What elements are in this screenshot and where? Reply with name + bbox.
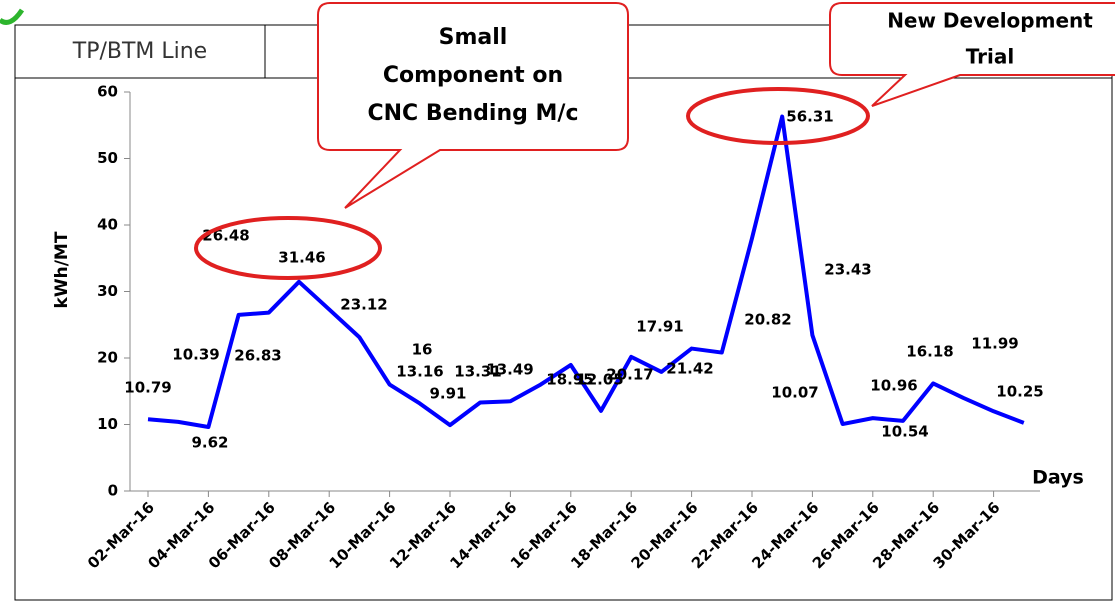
data-label: 17.91: [636, 318, 683, 336]
data-label: 10.79: [124, 379, 171, 397]
data-label: 21.42: [666, 360, 713, 378]
data-label: 10.07: [771, 384, 818, 402]
panel-title: TP/BTM Line: [72, 39, 207, 64]
y-tick-label: 40: [97, 216, 118, 234]
y-tick-label: 10: [97, 415, 118, 433]
y-tick-label: 0: [108, 482, 118, 500]
data-label: 10.39: [172, 346, 219, 364]
data-label: 20.17: [606, 366, 653, 384]
data-label: 13.49: [486, 361, 533, 379]
data-label: 16.18: [906, 343, 953, 361]
callout-text: Small: [439, 25, 508, 50]
data-label: 23.12: [340, 296, 387, 314]
data-label: 10.96: [870, 377, 917, 395]
data-label: 56.31: [786, 108, 833, 126]
data-label: 16: [412, 341, 433, 359]
data-label: 31.46: [278, 249, 325, 267]
callout-text: CNC Bending M/c: [367, 101, 578, 126]
data-label: 10.25: [996, 383, 1043, 401]
data-label: 9.91: [429, 385, 466, 403]
data-line: [147, 114, 1025, 430]
data-label: 26.48: [202, 227, 249, 245]
highlight-ellipse: [194, 216, 382, 280]
title-box: [14, 24, 266, 79]
y-tick-label: 20: [97, 349, 118, 367]
data-label: 26.83: [234, 347, 281, 365]
data-label: 13.31: [454, 363, 501, 381]
callout-text: Component on: [383, 63, 563, 88]
data-label: 11.99: [971, 335, 1018, 353]
callout: [829, 2, 1115, 107]
highlight-ellipse: [686, 87, 870, 145]
data-label: 12.05: [576, 371, 623, 389]
y-tick-label: 30: [97, 282, 118, 300]
data-label: 18.95: [546, 371, 593, 389]
data-label: 20.82: [744, 311, 791, 329]
y-tick-label: 60: [97, 83, 118, 101]
logo-fragment: [0, 8, 25, 25]
callout-text: Trial: [966, 45, 1015, 69]
data-label: 9.62: [191, 434, 228, 452]
callout-text: New Development: [887, 9, 1093, 33]
y-tick-label: 50: [97, 149, 118, 167]
callout: [317, 2, 629, 209]
data-label: 23.43: [824, 261, 871, 279]
data-label: 13.16: [396, 363, 443, 381]
y-axis-title: kWh/MT: [52, 231, 72, 308]
data-label: 10.54: [881, 423, 928, 441]
x-axis-title: Days: [1032, 467, 1084, 489]
